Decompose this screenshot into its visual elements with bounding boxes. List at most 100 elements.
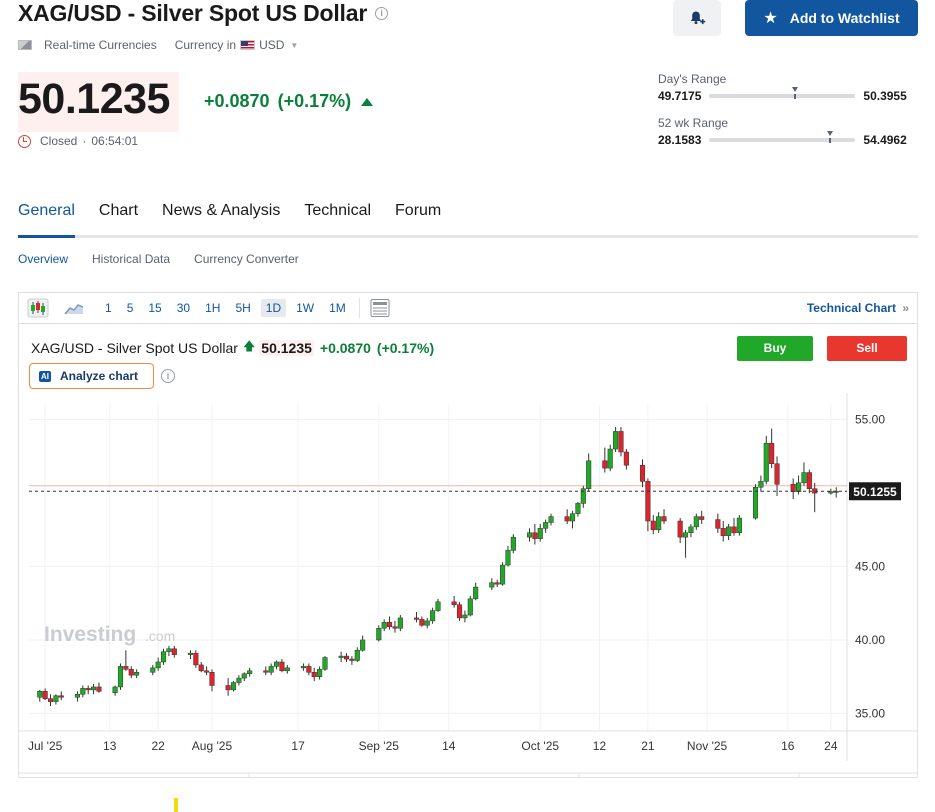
candle-body (284, 667, 290, 672)
candle-body (720, 528, 726, 536)
tab-forum[interactable]: Forum (395, 202, 442, 219)
candle-body (435, 601, 441, 611)
52wk-range-marker (827, 131, 834, 143)
tab-technical[interactable]: Technical (304, 202, 372, 219)
candle-body (607, 448, 613, 469)
x-tick-label: 13 (103, 739, 117, 753)
x-tick-label: 12 (593, 739, 607, 753)
chart-last-price: 50.1235 (259, 339, 314, 356)
candle-body (752, 486, 759, 519)
candle-body (47, 698, 54, 702)
candle-body (160, 651, 167, 663)
info-icon[interactable]: i (375, 7, 389, 20)
y-tick-label: 35.00 (855, 706, 885, 720)
candle-body (580, 488, 586, 504)
chevron-down-icon[interactable]: ▼ (290, 40, 299, 50)
candle-body (338, 655, 344, 658)
52wk-range: 52 wk Range 28.1583 54.4962 (658, 116, 907, 147)
candle-body (80, 688, 86, 695)
candle-body (451, 601, 457, 605)
x-tick-label: 21 (641, 739, 655, 753)
candle-body (274, 661, 280, 667)
candle-body (392, 626, 398, 629)
candle-body (74, 694, 80, 698)
y-tick-label: 55.00 (855, 413, 885, 427)
table-view-icon[interactable] (369, 298, 391, 318)
area-chart-icon[interactable] (63, 298, 85, 318)
candle-body (548, 516, 554, 523)
candle-body (112, 686, 118, 694)
interval-1w[interactable]: 1W (296, 301, 315, 315)
change-percent: (+0.17%) (277, 91, 352, 111)
tab-news-analysis[interactable]: News & Analysis (162, 202, 281, 219)
candle-body (193, 652, 199, 666)
days-range-bar (709, 87, 856, 99)
candle-body (236, 677, 242, 683)
candle-body (537, 528, 543, 539)
52wk-range-bar (709, 131, 856, 143)
candle-body (543, 522, 549, 529)
interval-1d[interactable]: 1D (260, 299, 287, 317)
candle-body (424, 620, 430, 626)
chart-change: +0.0870 (319, 339, 371, 356)
candlestick-chart[interactable]: Investing .com 50.1255 55.00 45.00 40.00 35.00… (19, 293, 917, 777)
interval-30[interactable]: 30 (176, 301, 191, 315)
buy-button[interactable]: Buy (737, 336, 813, 361)
info-icon[interactable]: i (161, 369, 175, 383)
interval-1m[interactable]: 1M (329, 301, 346, 315)
interval-5h[interactable]: 5H (235, 301, 251, 315)
days-range-high: 50.3955 (863, 89, 907, 103)
candle-body (575, 503, 581, 514)
candle-body (645, 481, 651, 522)
chart-title: XAG/USD - Silver Spot US Dollar 🡅 50.123… (31, 337, 434, 358)
x-tick-label: 16 (781, 739, 795, 753)
price-change: +0.0870 (+0.17%) (204, 91, 374, 112)
x-tick-label: 22 (151, 739, 165, 753)
candle-body (656, 516, 662, 531)
candle-body (505, 550, 511, 566)
candle-body (489, 582, 495, 588)
analyze-chart-button[interactable]: AI Analyze chart (29, 363, 154, 389)
add-to-watchlist-button[interactable]: ★ Add to Watchlist (745, 0, 918, 36)
candle-body (758, 481, 764, 488)
tab-chart[interactable]: Chart (98, 202, 139, 219)
candle-body (586, 460, 592, 489)
tab-general[interactable]: General (18, 200, 75, 238)
y-tick-label: 40.00 (855, 633, 885, 647)
candle-body (155, 661, 161, 669)
create-alert-button[interactable] (673, 0, 721, 36)
candle-body (209, 672, 215, 686)
toolbar-divider (358, 298, 360, 318)
interval-15[interactable]: 15 (148, 301, 162, 315)
days-range-label: Day's Range (658, 72, 727, 86)
last-price-tag (849, 482, 901, 501)
interval-1[interactable]: 1 (105, 301, 112, 315)
candle-body (602, 460, 608, 469)
interval-1h[interactable]: 1H (205, 301, 221, 315)
candle-body (230, 682, 237, 691)
subtab-overview[interactable]: Overview (18, 252, 69, 266)
currency-value[interactable]: USD (259, 38, 285, 52)
interval-5[interactable]: 5 (126, 301, 134, 315)
candle-body (419, 619, 425, 626)
candle-body (150, 667, 156, 673)
x-tick-label: Oct '25 (521, 739, 559, 753)
subtab-historical-data[interactable]: Historical Data (92, 252, 171, 266)
candle-body (360, 639, 366, 651)
candle-body (726, 526, 732, 536)
x-tick-label: 14 (442, 739, 456, 753)
candlestick-icon[interactable] (27, 298, 49, 318)
sell-button[interactable]: Sell (827, 336, 907, 361)
candle-body (639, 464, 646, 482)
status-label: Closed (40, 134, 78, 148)
days-range-marker (792, 87, 799, 99)
candle-body (85, 688, 91, 691)
candle-body (467, 598, 473, 616)
candle-body (806, 472, 812, 489)
candle-body (564, 516, 570, 522)
last-price-label: 50.1255 (853, 485, 897, 499)
subtab-currency-converter[interactable]: Currency Converter (194, 252, 299, 266)
technical-chart-link[interactable]: Technical Chart » (807, 301, 909, 315)
candle-body (715, 519, 721, 529)
candle-body (123, 666, 129, 670)
